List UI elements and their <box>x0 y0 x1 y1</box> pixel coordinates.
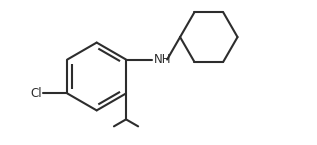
Text: NH: NH <box>153 53 171 66</box>
Text: Cl: Cl <box>30 87 42 100</box>
